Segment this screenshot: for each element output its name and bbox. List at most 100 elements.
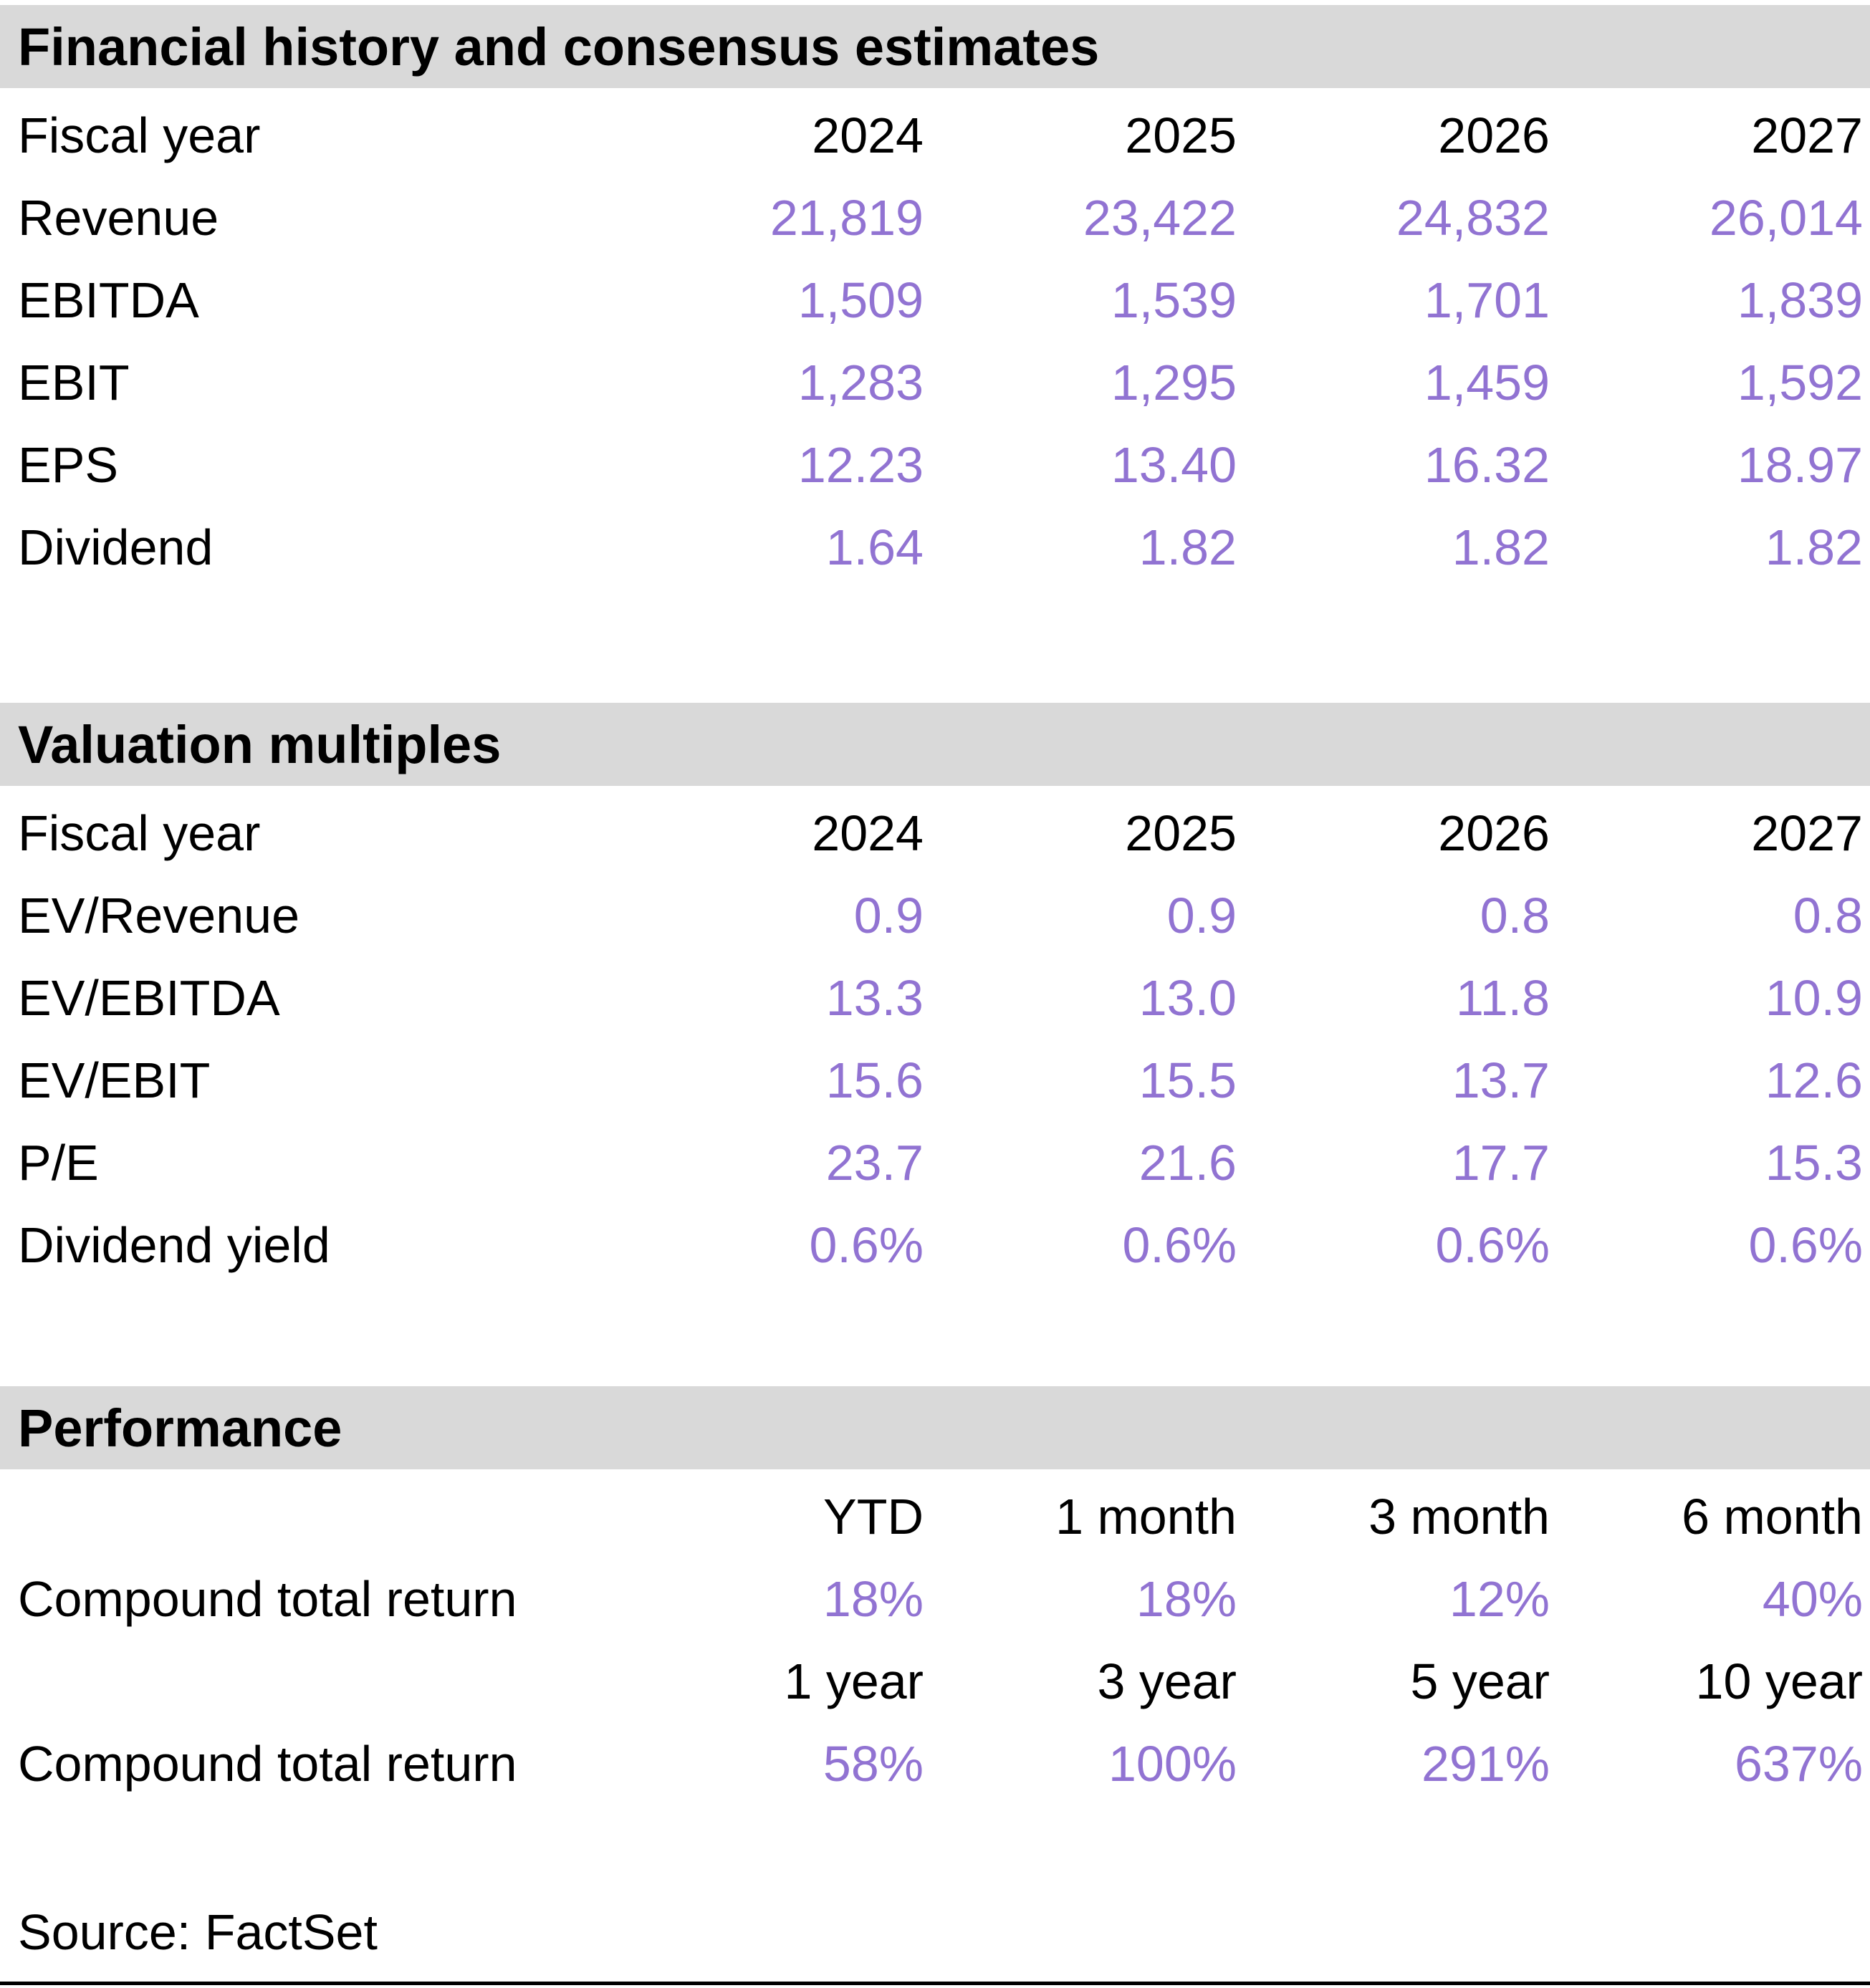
- section-performance: Performance YTD 1 month 3 month 6 month …: [0, 1386, 1870, 1805]
- cell-value: 15.6: [825, 1052, 924, 1108]
- year-header: 2024: [812, 805, 924, 861]
- row-label: EBIT: [18, 354, 130, 410]
- fiscal-year-label: Fiscal year: [18, 107, 261, 163]
- year-header: 2025: [1125, 107, 1237, 163]
- row-label: EV/EBITDA: [18, 969, 280, 1026]
- cell-value: 13.40: [1111, 436, 1237, 493]
- period-header: 1 month: [1055, 1488, 1237, 1545]
- cell-value: 1,839: [1737, 272, 1863, 328]
- section-header-bar: Performance: [0, 1386, 1870, 1469]
- cell-value: 1,459: [1424, 354, 1550, 410]
- table-row-compound-return-long: Compound total return 58% 100% 291% 637%: [18, 1722, 1863, 1805]
- cell-value: 18.97: [1737, 436, 1863, 493]
- row-label: EV/EBIT: [18, 1052, 211, 1108]
- table-row-pe: P/E 23.7 21.6 17.7 15.3: [18, 1121, 1863, 1204]
- table-header-row-long-periods: 1 year 3 year 5 year 10 year: [18, 1640, 1863, 1722]
- period-header: 3 year: [1097, 1653, 1237, 1709]
- cell-value: 1.82: [1452, 519, 1550, 575]
- period-header: 1 year: [784, 1653, 924, 1709]
- cell-value: 18%: [823, 1570, 924, 1627]
- cell-value: 23.7: [825, 1134, 924, 1191]
- cell-value: 1.64: [825, 519, 924, 575]
- cell-value: 11.8: [1455, 969, 1550, 1026]
- cell-value: 18%: [1136, 1570, 1237, 1627]
- cell-value: 1,295: [1111, 354, 1237, 410]
- cell-value: 15.5: [1138, 1052, 1237, 1108]
- cell-value: 13.0: [1138, 969, 1237, 1026]
- fiscal-year-label: Fiscal year: [18, 805, 261, 861]
- cell-value: 0.8: [1480, 887, 1550, 943]
- cell-value: 1,592: [1737, 354, 1863, 410]
- year-header: 2027: [1751, 805, 1863, 861]
- cell-value: 10.9: [1765, 969, 1863, 1026]
- row-label: EV/Revenue: [18, 887, 300, 943]
- section-valuation-multiples: Valuation multiples Fiscal year 2024 202…: [0, 703, 1870, 1286]
- cell-value: 291%: [1421, 1735, 1550, 1792]
- cell-value: 23,422: [1083, 189, 1237, 246]
- cell-value: 26,014: [1709, 189, 1863, 246]
- valuation-multiples-table: Fiscal year 2024 2025 2026 2027 EV/Reven…: [0, 786, 1870, 1286]
- year-header: 2026: [1438, 805, 1550, 861]
- table-row-compound-return-short: Compound total return 18% 18% 12% 40%: [18, 1557, 1863, 1640]
- table-row-ebit: EBIT 1,283 1,295 1,459 1,592: [18, 341, 1863, 423]
- cell-value: 15.3: [1765, 1134, 1863, 1191]
- cell-value: 13.3: [825, 969, 924, 1026]
- table-row-ev-ebit: EV/EBIT 15.6 15.5 13.7 12.6: [18, 1039, 1863, 1121]
- cell-value: 0.6%: [1435, 1216, 1550, 1273]
- period-header: YTD: [823, 1488, 924, 1545]
- cell-value: 12.6: [1765, 1052, 1863, 1108]
- source-note: Source: FactSet: [0, 1891, 1870, 1973]
- section-header-bar: Financial history and consensus estimate…: [0, 5, 1870, 88]
- period-header: 5 year: [1410, 1653, 1550, 1709]
- table-row-revenue: Revenue 21,819 23,422 24,832 26,014: [18, 176, 1863, 259]
- cell-value: 12.23: [797, 436, 924, 493]
- cell-value: 12%: [1449, 1570, 1550, 1627]
- year-header: 2027: [1751, 107, 1863, 163]
- row-label: P/E: [18, 1134, 99, 1191]
- cell-value: 100%: [1108, 1735, 1237, 1792]
- cell-value: 0.9: [853, 887, 924, 943]
- cell-value: 1.82: [1138, 519, 1237, 575]
- table-header-row-short-periods: YTD 1 month 3 month 6 month: [18, 1475, 1863, 1557]
- cell-value: 58%: [823, 1735, 924, 1792]
- year-header: 2024: [812, 107, 924, 163]
- cell-value: 637%: [1734, 1735, 1863, 1792]
- cell-value: 1.82: [1765, 519, 1863, 575]
- table-row-dividend-yield: Dividend yield 0.6% 0.6% 0.6% 0.6%: [18, 1204, 1863, 1286]
- section-title: Performance: [18, 1398, 342, 1458]
- bottom-divider-line: [0, 1982, 1870, 1985]
- row-label: Compound total return: [18, 1570, 517, 1627]
- section-header-bar: Valuation multiples: [0, 703, 1870, 786]
- row-label: Compound total return: [18, 1735, 517, 1792]
- table-row-ebitda: EBITDA 1,509 1,539 1,701 1,839: [18, 259, 1863, 341]
- row-label: EPS: [18, 436, 119, 493]
- period-header: 3 month: [1368, 1488, 1550, 1545]
- row-label: EBITDA: [18, 272, 199, 328]
- table-row-ev-revenue: EV/Revenue 0.9 0.9 0.8 0.8: [18, 874, 1863, 956]
- cell-value: 21,819: [769, 189, 924, 246]
- cell-value: 16.32: [1424, 436, 1550, 493]
- row-label: Dividend: [18, 519, 214, 575]
- performance-table: YTD 1 month 3 month 6 month Compound tot…: [0, 1469, 1870, 1805]
- section-financial-history: Financial history and consensus estimate…: [0, 5, 1870, 588]
- table-header-row: Fiscal year 2024 2025 2026 2027: [18, 792, 1863, 874]
- year-header: 2025: [1125, 805, 1237, 861]
- cell-value: 24,832: [1396, 189, 1550, 246]
- cell-value: 0.6%: [809, 1216, 924, 1273]
- source-text: Source: FactSet: [18, 1903, 378, 1960]
- cell-value: 0.8: [1793, 887, 1863, 943]
- row-label: Dividend yield: [18, 1216, 330, 1273]
- table-row-ev-ebitda: EV/EBITDA 13.3 13.0 11.8 10.9: [18, 956, 1863, 1039]
- cell-value: 1,539: [1111, 272, 1237, 328]
- period-header: 6 month: [1682, 1488, 1863, 1545]
- cell-value: 13.7: [1452, 1052, 1550, 1108]
- table-row-dividend: Dividend 1.64 1.82 1.82 1.82: [18, 506, 1863, 588]
- cell-value: 0.9: [1166, 887, 1237, 943]
- cell-value: 1,509: [797, 272, 924, 328]
- financial-history-table: Fiscal year 2024 2025 2026 2027 Revenue …: [0, 88, 1870, 588]
- cell-value: 0.6%: [1122, 1216, 1237, 1273]
- cell-value: 1,283: [797, 354, 924, 410]
- cell-value: 40%: [1762, 1570, 1863, 1627]
- section-title: Valuation multiples: [18, 714, 502, 774]
